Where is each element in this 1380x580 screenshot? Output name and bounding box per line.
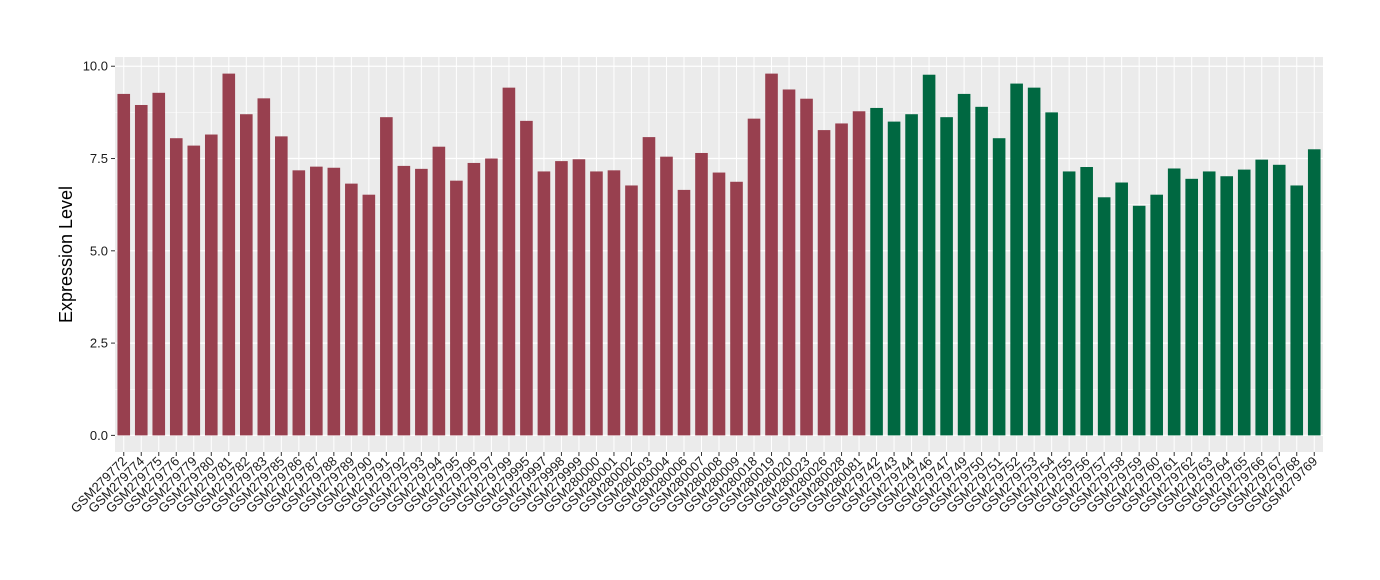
bar-GSM279998 bbox=[555, 161, 568, 436]
bar-GSM280009 bbox=[730, 181, 743, 436]
y-axis: 0.0 2.5 5.0 7.5 10.0 bbox=[83, 59, 115, 443]
bar-GSM279774 bbox=[134, 104, 148, 436]
bar-GSM279997 bbox=[537, 171, 551, 436]
bar-GSM279759 bbox=[1132, 205, 1146, 436]
bar-GSM279780 bbox=[204, 134, 218, 436]
bar-GSM279746 bbox=[922, 74, 936, 436]
bar-GSM279995 bbox=[520, 120, 533, 436]
bar-GSM279786 bbox=[292, 170, 306, 436]
bar-GSM279797 bbox=[485, 158, 498, 436]
bar-GSM279799 bbox=[502, 87, 516, 436]
bar-GSM279750 bbox=[975, 106, 988, 436]
bar-GSM279743 bbox=[887, 121, 901, 436]
bars bbox=[117, 73, 1321, 436]
bar-GSM280001 bbox=[607, 170, 621, 436]
bar-GSM279763 bbox=[1202, 171, 1216, 436]
bar-GSM279785 bbox=[275, 136, 288, 436]
bar-GSM279744 bbox=[905, 114, 918, 436]
bar-GSM279792 bbox=[397, 165, 411, 436]
bar-GSM280006 bbox=[677, 189, 691, 436]
bar-GSM279767 bbox=[1272, 164, 1286, 436]
bar-GSM280000 bbox=[590, 171, 603, 436]
bar-GSM280020 bbox=[782, 89, 796, 436]
y-tick-label: 5.0 bbox=[90, 243, 108, 258]
bar-GSM279781 bbox=[222, 73, 236, 436]
bar-GSM279765 bbox=[1237, 169, 1251, 436]
bar-GSM279794 bbox=[432, 146, 446, 436]
bar-GSM279756 bbox=[1080, 167, 1093, 436]
bar-GSM280004 bbox=[660, 156, 673, 436]
bar-GSM279752 bbox=[1010, 83, 1023, 436]
bar-GSM279788 bbox=[327, 167, 341, 436]
bar-GSM280002 bbox=[625, 185, 638, 436]
bar-GSM279747 bbox=[940, 117, 953, 436]
bar-GSM279791 bbox=[380, 117, 393, 436]
bar-GSM279783 bbox=[257, 98, 271, 436]
bar-GSM279796 bbox=[467, 162, 481, 436]
y-axis-title: Expression Level bbox=[56, 186, 76, 323]
bar-GSM280003 bbox=[642, 137, 656, 436]
bar-GSM279790 bbox=[362, 194, 376, 436]
bar-GSM279757 bbox=[1097, 197, 1111, 436]
y-tick-label: 0.0 bbox=[90, 428, 108, 443]
bar-GSM279742 bbox=[870, 107, 883, 436]
bar-GSM279760 bbox=[1150, 194, 1163, 436]
bar-GSM280019 bbox=[765, 73, 778, 436]
bar-GSM279775 bbox=[152, 92, 166, 436]
bar-GSM279793 bbox=[415, 168, 428, 436]
bar-GSM279753 bbox=[1027, 87, 1041, 436]
bar-GSM280081 bbox=[852, 111, 866, 436]
y-tick-label: 7.5 bbox=[90, 151, 108, 166]
bar-GSM279764 bbox=[1220, 176, 1234, 436]
bar-GSM279769 bbox=[1307, 149, 1321, 436]
bar-GSM279772 bbox=[117, 93, 131, 436]
bar-GSM279999 bbox=[572, 159, 586, 436]
bar-GSM279758 bbox=[1115, 182, 1128, 436]
bar-GSM279768 bbox=[1290, 185, 1304, 436]
x-axis: GSM279772GSM279774GSM279775GSM279776GSM2… bbox=[68, 452, 1320, 516]
bar-GSM279776 bbox=[169, 138, 183, 436]
bar-GSM279787 bbox=[310, 166, 323, 436]
bar-GSM279789 bbox=[345, 183, 358, 436]
bar-GSM279766 bbox=[1255, 159, 1269, 436]
bar-GSM279761 bbox=[1167, 168, 1181, 436]
bar-GSM279749 bbox=[957, 93, 971, 436]
bar-GSM279755 bbox=[1062, 171, 1076, 436]
bar-GSM279754 bbox=[1045, 112, 1058, 436]
bar-GSM280007 bbox=[695, 152, 708, 436]
bar-GSM279779 bbox=[187, 145, 201, 436]
bar-GSM279762 bbox=[1185, 178, 1198, 436]
bar-GSM280018 bbox=[747, 118, 761, 436]
bar-GSM279795 bbox=[450, 180, 463, 436]
y-tick-label: 10.0 bbox=[83, 59, 108, 74]
bar-GSM280026 bbox=[817, 130, 831, 436]
bar-GSM280008 bbox=[712, 172, 726, 436]
bar-GSM280028 bbox=[835, 123, 848, 436]
bar-GSM280023 bbox=[800, 98, 813, 436]
bar-GSM279751 bbox=[992, 138, 1006, 436]
y-tick-label: 2.5 bbox=[90, 336, 108, 351]
bar-GSM279782 bbox=[240, 114, 253, 436]
